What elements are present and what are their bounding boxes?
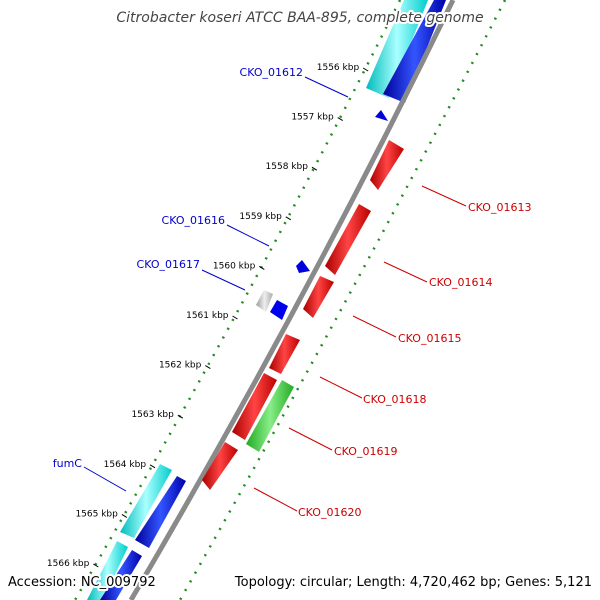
- cds-cko-01618-b: [232, 373, 277, 440]
- tick-label: 1558 kbp: [266, 162, 309, 172]
- tick-mark: [259, 265, 265, 270]
- label-cko-01620: CKO_01620: [298, 506, 361, 519]
- cds-small-blue-1: [375, 110, 388, 121]
- tick-marks: 1556 kbp 1557 kbp 1558 kbp 1559 kbp 1560 kbp…: [47, 63, 369, 569]
- cds-fumc-lower: [100, 550, 142, 600]
- label-cko-01618: CKO_01618: [363, 393, 426, 406]
- genome-backbone: [128, 0, 456, 600]
- label-fumc: fumC: [53, 457, 83, 470]
- cds-cko-01615: [303, 276, 334, 318]
- leader-cko-01617: [201, 269, 246, 291]
- leader-cko-01615: [352, 315, 397, 338]
- label-cko-01615: CKO_01615: [398, 332, 461, 345]
- leader-cko-01616: [226, 224, 270, 247]
- label-cko-01614: CKO_01614: [429, 276, 492, 289]
- map-title: Citrobacter koseri ATCC BAA-895, complet…: [116, 10, 483, 26]
- label-cko-01619: CKO_01619: [334, 445, 397, 458]
- cds-cko-01617-grey: [256, 290, 273, 312]
- leader-cko-01620: [253, 487, 298, 512]
- cds-cko-01619: [246, 380, 294, 452]
- tick-mark: [232, 315, 238, 320]
- tick-label: 1561 kbp: [186, 311, 229, 321]
- label-cko-01612: CKO_01612: [240, 66, 303, 79]
- tick-label: 1564 kbp: [104, 460, 147, 470]
- leader-cko-01612: [304, 76, 349, 98]
- cds-cko-01616: [296, 260, 310, 273]
- leader-fumc: [83, 466, 127, 492]
- cds-fumc: [135, 476, 186, 548]
- tick-mark: [362, 67, 369, 72]
- tick-label: 1562 kbp: [159, 361, 202, 371]
- tick-label: 1566 kbp: [47, 559, 90, 569]
- cds-cko-01612: [383, 0, 446, 103]
- cds-cko-01613: [370, 140, 404, 190]
- cds-fumc-rna: [120, 464, 172, 538]
- tick-mark: [149, 464, 156, 469]
- tick-mark: [205, 365, 211, 370]
- leader-cko-01619: [288, 427, 333, 451]
- cds-cko-01614: [325, 204, 371, 275]
- cds-cko-01612-rna: [366, 0, 428, 98]
- label-cko-01616: CKO_01616: [162, 214, 225, 227]
- label-cko-01617: CKO_01617: [137, 258, 200, 271]
- tick-mark: [285, 216, 292, 221]
- tick-mark: [177, 414, 184, 419]
- tick-label: 1559 kbp: [239, 212, 282, 222]
- tick-label: 1560 kbp: [213, 261, 256, 271]
- tick-label: 1556 kbp: [317, 63, 360, 73]
- tick-mark: [337, 117, 343, 122]
- leader-cko-01614: [383, 261, 428, 283]
- cds-cko-01618-a: [269, 334, 300, 374]
- tick-label: 1557 kbp: [291, 113, 334, 123]
- leader-lines: [83, 76, 467, 512]
- cds-fumc-rna-lower: [87, 541, 128, 600]
- cds-cko-01620: [202, 442, 238, 490]
- tick-mark: [121, 513, 128, 518]
- tick-mark: [93, 563, 99, 568]
- cds-cko-01617: [270, 300, 288, 320]
- tick-label: 1563 kbp: [131, 410, 174, 420]
- accession-text: Accession: NC_009792: [8, 575, 156, 590]
- tick-mark: [311, 166, 318, 171]
- leader-cko-01618: [319, 376, 363, 399]
- leader-cko-01613: [421, 185, 467, 207]
- tick-label: 1565 kbp: [75, 509, 118, 519]
- genome-summary-text: Topology: circular; Length: 4,720,462 bp…: [234, 575, 592, 590]
- label-cko-01613: CKO_01613: [468, 201, 531, 214]
